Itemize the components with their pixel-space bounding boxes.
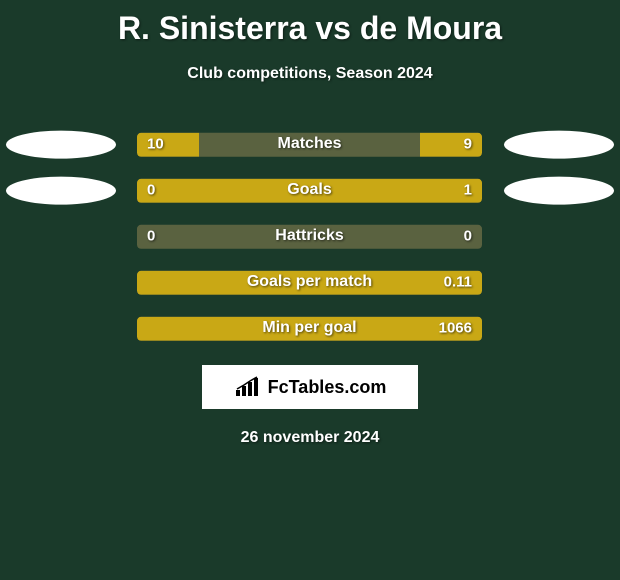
bar-values: Goals per match 0.11 <box>137 271 482 295</box>
player-ellipse-left <box>6 131 116 159</box>
logo-text: FcTables.com <box>268 377 387 398</box>
stat-rows: 10Matches90Goals10Hattricks0Goals per ma… <box>0 123 620 353</box>
stat-value-left: 0 <box>147 181 155 198</box>
stat-label: Matches <box>277 135 341 153</box>
bar-values: Min per goal 1066 <box>137 317 482 341</box>
stat-label: Goals per match <box>247 273 372 291</box>
stat-value-right: 9 <box>464 135 472 152</box>
stat-row: 0 Hattricks 0 <box>0 215 620 261</box>
stat-label: Hattricks <box>275 227 343 245</box>
player-ellipse-right <box>504 131 614 159</box>
stat-row: 10 Matches 9 <box>0 123 620 169</box>
fctables-icon <box>234 376 262 398</box>
bar-values: 10 Matches 9 <box>137 133 482 157</box>
bar-values: 0 Goals 1 <box>137 179 482 203</box>
subtitle: Club competitions, Season 2024 <box>0 65 620 83</box>
player-ellipse-left <box>6 177 116 205</box>
stat-label: Min per goal <box>262 319 356 337</box>
page-title: R. Sinisterra vs de Moura <box>0 0 620 47</box>
stat-row: Min per goal 1066 <box>0 307 620 353</box>
stat-row: 0 Goals 1 <box>0 169 620 215</box>
stat-value-right: 1066 <box>439 319 472 336</box>
stat-value-right: 0 <box>464 227 472 244</box>
stat-value-left: 0 <box>147 227 155 244</box>
stat-label: Goals <box>287 181 331 199</box>
stat-row: Goals per match 0.11 <box>0 261 620 307</box>
bar-values: 0 Hattricks 0 <box>137 225 482 249</box>
logo-box: FcTables.com <box>202 365 418 409</box>
date-label: 26 november 2024 <box>0 429 620 447</box>
player-ellipse-right <box>504 177 614 205</box>
stat-value-left: 10 <box>147 135 164 152</box>
stat-value-right: 0.11 <box>444 273 472 290</box>
stat-value-right: 1 <box>464 181 472 198</box>
